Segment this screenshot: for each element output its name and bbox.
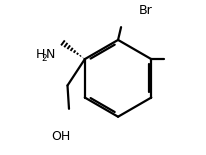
Text: 2: 2 xyxy=(42,53,47,62)
Text: N: N xyxy=(45,48,55,61)
Text: H: H xyxy=(36,48,45,61)
Text: OH: OH xyxy=(51,130,70,143)
Text: Br: Br xyxy=(138,4,152,17)
